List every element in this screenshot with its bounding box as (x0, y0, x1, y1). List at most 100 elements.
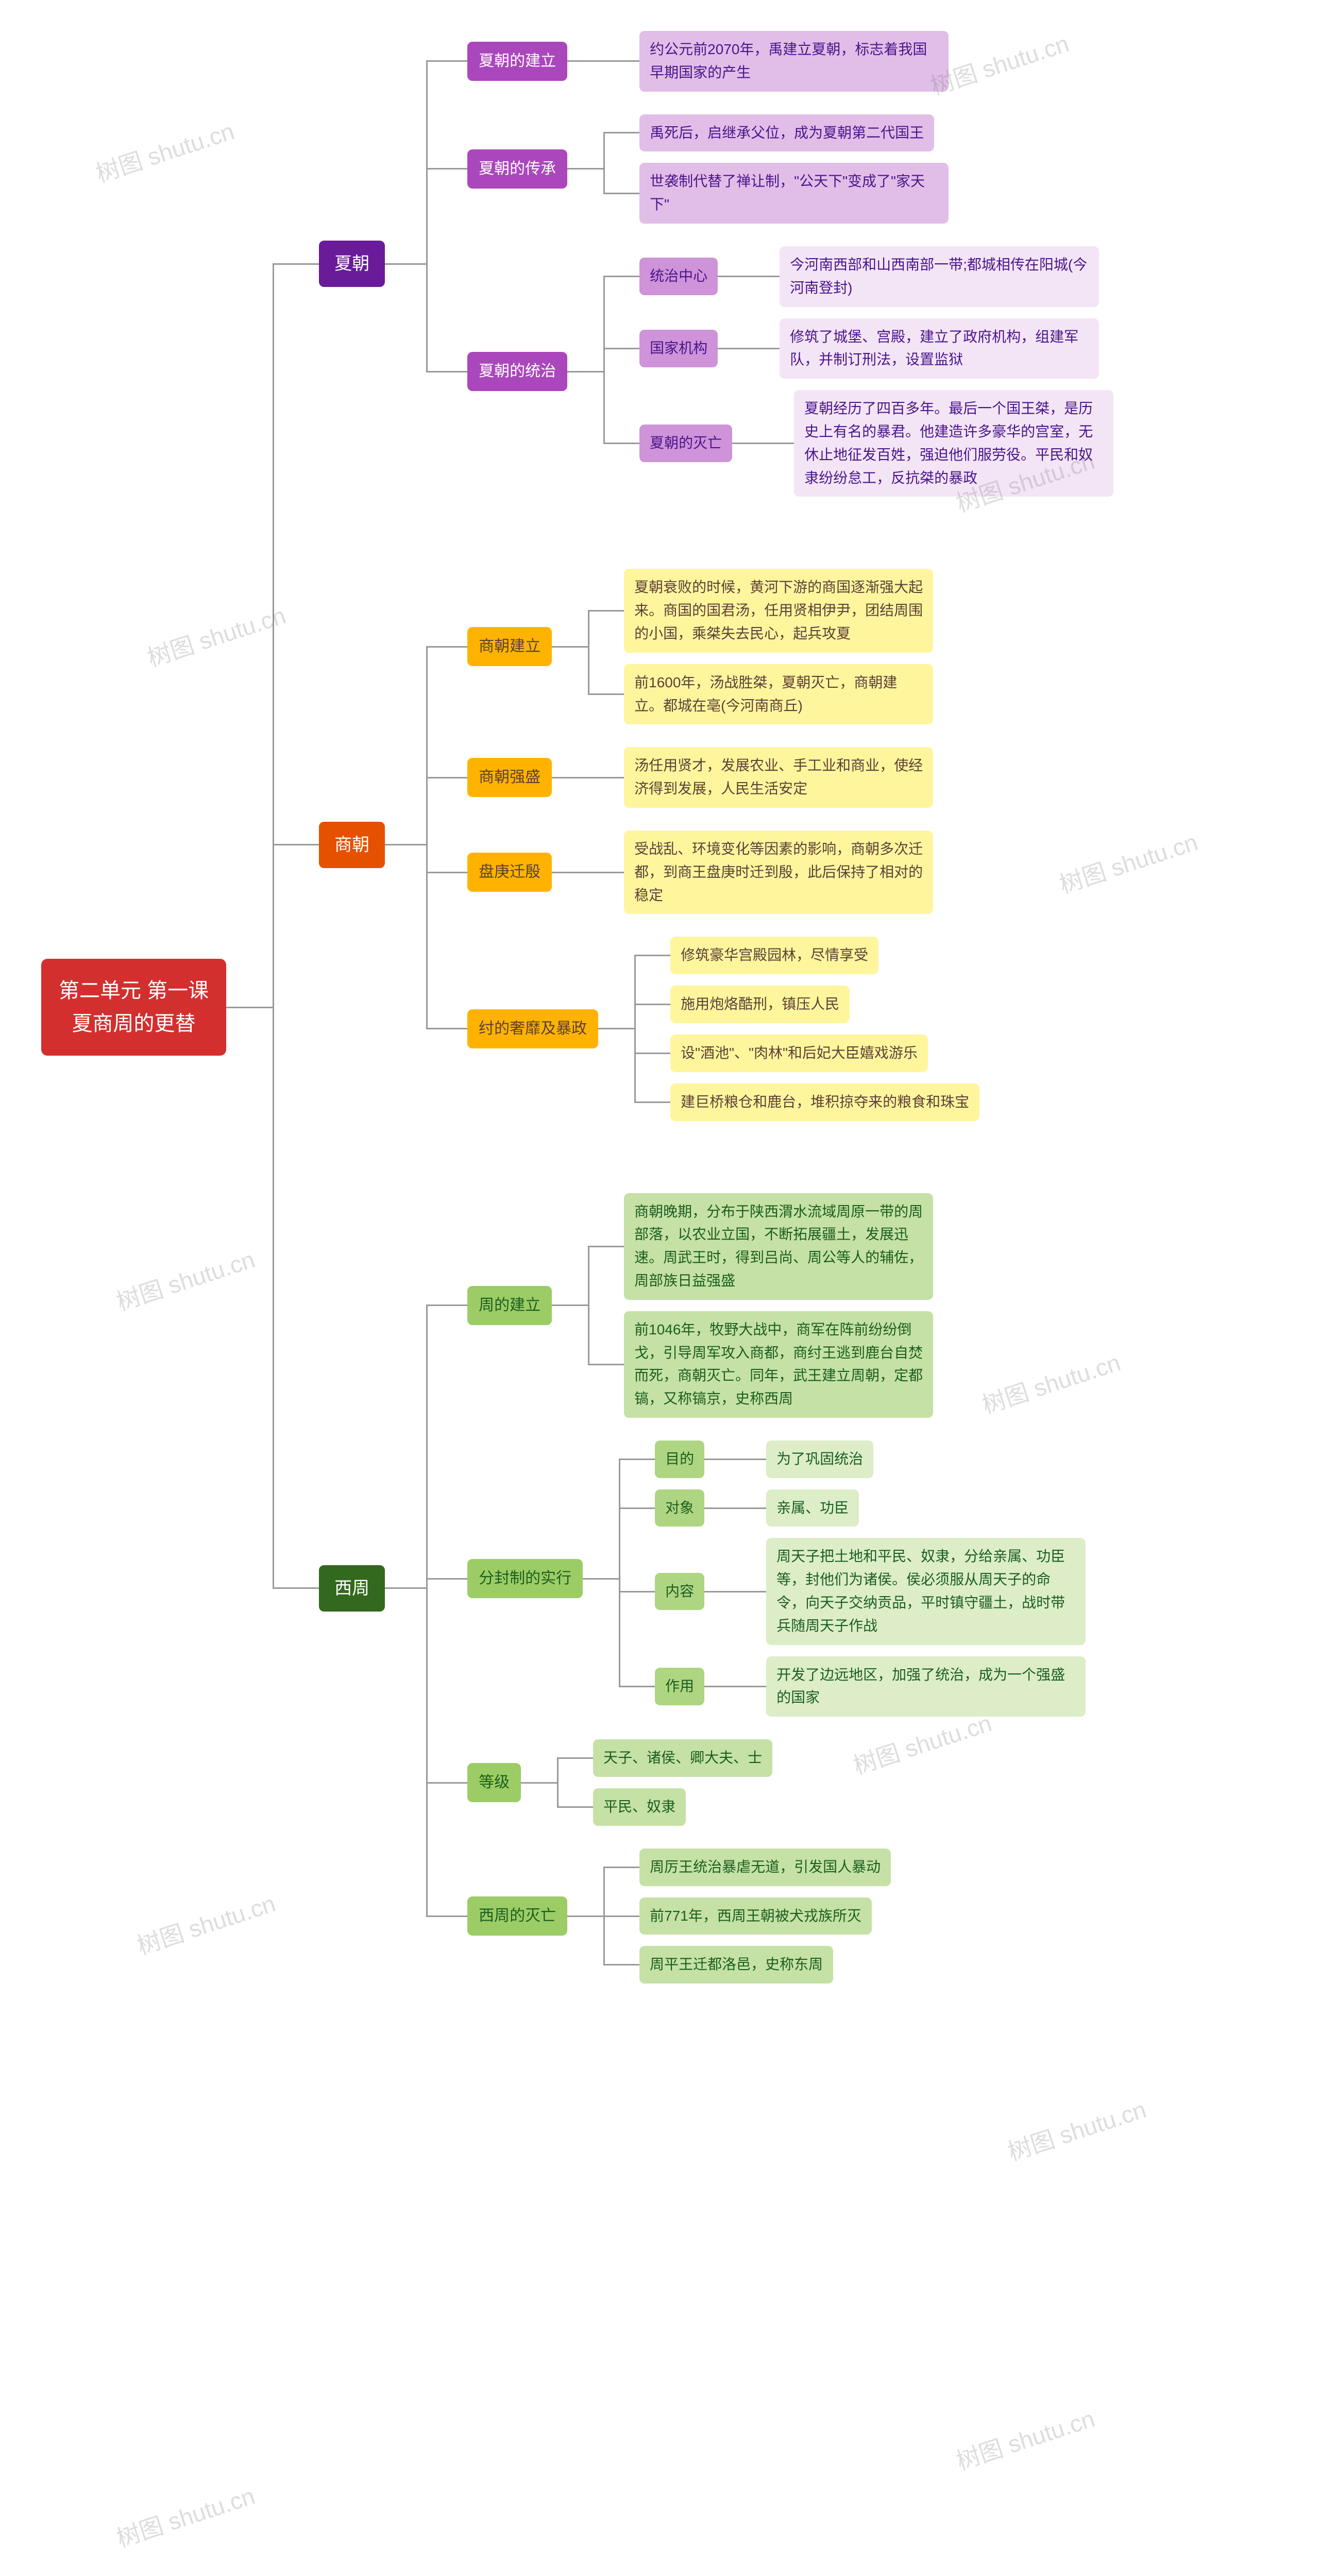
connector (603, 60, 639, 62)
children-wrap: 受战乱、环境变化等因素的影响，商朝多次迁都，到商王盘庚时迁到殷，此后保持了相对的… (588, 831, 933, 914)
connector (704, 1686, 735, 1687)
branch-row: 内容周天子把土地和平民、奴隶，分给亲属、功臣等，封他们为诸侯。侯必须服从周天子的… (655, 1538, 1086, 1645)
leaf-node: 天子、诸侯、卿大夫、士 (593, 1739, 772, 1777)
l2-node: 西周 (319, 1565, 385, 1612)
connector (426, 1304, 467, 1306)
connector (598, 1028, 634, 1029)
mindmap-root-container: 第二单元 第一课 夏商周的更替夏朝夏朝的建立约公元前2070年，禹建立夏朝，标志… (41, 31, 1257, 1984)
connector (603, 193, 639, 194)
branch-row: 夏朝的灭亡夏朝经历了四百多年。最后一个国王桀，是历史上有名的暴君。他建造许多豪华… (639, 390, 1113, 497)
child-row: 夏朝的统治统治中心今河南西部和山西南部一带;都城相传在阳城(今河南登封)国家机构… (426, 246, 1113, 497)
child-row: 西周的灭亡周厉王统治暴虐无道，引发国人暴动前771年，西周王朝被犬戎族所灭周平王… (426, 1849, 1086, 1984)
children: 周的建立商朝晚期，分布于陕西渭水流域周原一带的周部落，以农业立国，不断拓展疆土，… (426, 1193, 1086, 1984)
children-wrap: 汤任用贤才，发展农业、手工业和商业，使经济得到发展，人民生活安定 (588, 747, 933, 808)
child-row: 今河南西部和山西南部一带;都城相传在阳城(今河南登封) (749, 246, 1099, 307)
leaf-node: 开发了边远地区，加强了统治，成为一个强盛的国家 (766, 1656, 1086, 1717)
vline (588, 1246, 589, 1364)
child-row: 前1046年，牧野大战中，商军在阵前纷纷倒戈，引导周军攻入商都，商纣王逃到鹿台自… (588, 1311, 933, 1418)
children-wrap: 周天子把土地和平民、奴隶，分给亲属、功臣等，封他们为诸侯。侯必须服从周天子的命令… (735, 1538, 1086, 1645)
child-row: 周天子把土地和平民、奴隶，分给亲属、功臣等，封他们为诸侯。侯必须服从周天子的命令… (735, 1538, 1086, 1645)
leaf-node: 今河南西部和山西南部一带;都城相传在阳城(今河南登封) (780, 246, 1099, 307)
connector (521, 1782, 557, 1784)
connector (718, 348, 749, 349)
children: 亲属、功臣 (735, 1489, 859, 1527)
branch-row: 西周 周的建立商朝晚期，分布于陕西渭水流域周原一带的周部落，以农业立国，不断拓展疆… (319, 1193, 1086, 1984)
leaf-node: 禹死后，启继承父位，成为夏朝第二代国王 (639, 114, 934, 152)
connector (588, 1246, 624, 1247)
leaf-node: 修筑豪华宫殿园林，尽情享受 (670, 937, 878, 974)
leaf-node: 周平王迁都洛邑，史称东周 (639, 1946, 833, 1984)
connector (634, 1101, 670, 1103)
child-row: 开发了边远地区，加强了统治，成为一个强盛的国家 (735, 1656, 1086, 1717)
l2-node: 商朝 (319, 822, 385, 868)
connector (567, 1916, 603, 1917)
children-wrap: 修筑豪华宫殿园林，尽情享受施用炮烙酷刑，镇压人民设"酒池"、"肉林"和后妃大臣嬉… (634, 937, 979, 1121)
children-wrap: 统治中心 今河南西部和山西南部一带;都城相传在阳城(今河南登封) 国家机构修筑了城堡… (603, 246, 1113, 497)
child-row: 夏朝的传承禹死后，启继承父位，成为夏朝第二代国王世袭制代替了禅让制，"公天下"变… (426, 114, 1113, 224)
child-row: 天子、诸侯、卿大夫、士 (557, 1739, 772, 1777)
branch-row: 盘庚迁殷受战乱、环境变化等因素的影响，商朝多次迁都，到商王盘庚时迁到殷，此后保持… (467, 831, 933, 914)
connector (735, 1459, 766, 1460)
l4-node: 国家机构 (639, 330, 718, 367)
connector (634, 1053, 670, 1054)
child-row: 商朝晚期，分布于陕西渭水流域周原一带的周部落，以农业立国，不断拓展疆土，发展迅速… (588, 1193, 933, 1300)
children: 开发了边远地区，加强了统治，成为一个强盛的国家 (735, 1656, 1086, 1717)
vline (619, 1459, 620, 1686)
connector (426, 1028, 467, 1029)
connector (704, 1507, 735, 1509)
child-row: 对象亲属、功臣 (619, 1489, 1086, 1527)
children-wrap: 为了巩固统治 (735, 1440, 873, 1478)
leaf-node: 夏朝经历了四百多年。最后一个国王桀，是历史上有名的暴君。他建造许多豪华的宫室，无… (794, 390, 1113, 497)
children: 修筑了城堡、宫殿，建立了政府机构，组建军队，并制订刑法，设置监狱 (749, 318, 1099, 379)
connector (426, 777, 467, 778)
children: 周厉王统治暴虐无道，引发国人暴动前771年，西周王朝被犬戎族所灭周平王迁都洛邑，… (603, 1849, 891, 1984)
child-row: 前771年，西周王朝被犬戎族所灭 (603, 1897, 891, 1935)
leaf-node: 平民、奴隶 (593, 1788, 686, 1826)
connector (588, 693, 624, 695)
children-wrap: 周厉王统治暴虐无道，引发国人暴动前771年，西周王朝被犬戎族所灭周平王迁都洛邑，… (603, 1849, 891, 1984)
connector (732, 443, 763, 444)
branch-row: 商朝建立夏朝衰败的时候，黄河下游的商国逐渐强大起来。商国的国君汤，任用贤相伊尹，… (467, 569, 933, 724)
connector (735, 1507, 766, 1509)
connector (426, 1916, 467, 1917)
l4-node: 内容 (655, 1573, 704, 1611)
l2-node: 夏朝 (319, 241, 385, 287)
child-row: 施用炮烙酷刑，镇压人民 (634, 986, 979, 1023)
child-row: 统治中心 今河南西部和山西南部一带;都城相传在阳城(今河南登封) (603, 246, 1113, 307)
connector (567, 168, 603, 170)
leaf-node: 周厉王统治暴虐无道，引发国人暴动 (639, 1849, 891, 1886)
connector (749, 276, 780, 277)
vline (426, 647, 428, 1029)
child-row: 亲属、功臣 (735, 1489, 859, 1527)
child-row: 平民、奴隶 (557, 1788, 772, 1826)
child-row: 禹死后，启继承父位，成为夏朝第二代国王 (603, 114, 949, 152)
child-row: 夏朝的灭亡夏朝经历了四百多年。最后一个国王桀，是历史上有名的暴君。他建造许多豪华… (603, 390, 1113, 497)
branch-row: 纣的奢靡及暴政修筑豪华宫殿园林，尽情享受施用炮烙酷刑，镇压人民设"酒池"、"肉林… (467, 937, 979, 1121)
children-wrap: 约公元前2070年，禹建立夏朝，标志着我国早期国家的产生 (603, 31, 949, 92)
main-children: 夏朝夏朝的建立约公元前2070年，禹建立夏朝，标志着我国早期国家的产生夏朝的传承… (273, 31, 1113, 1984)
leaf-node: 商朝晚期，分布于陕西渭水流域周原一带的周部落，以农业立国，不断拓展疆土，发展迅速… (624, 1193, 933, 1300)
connector (385, 263, 426, 265)
section-row: 西周 周的建立商朝晚期，分布于陕西渭水流域周原一带的周部落，以农业立国，不断拓展疆… (273, 1193, 1113, 1984)
leaf-node: 前1046年，牧野大战中，商军在阵前纷纷倒戈，引导周军攻入商都，商纣王逃到鹿台自… (624, 1311, 933, 1418)
l4-node: 目的 (655, 1440, 704, 1478)
vline (603, 133, 605, 193)
children: 为了巩固统治 (735, 1440, 873, 1478)
children: 受战乱、环境变化等因素的影响，商朝多次迁都，到商王盘庚时迁到殷，此后保持了相对的… (588, 831, 933, 914)
connector (603, 348, 639, 349)
connector (603, 1964, 639, 1965)
children-wrap: 周的建立商朝晚期，分布于陕西渭水流域周原一带的周部落，以农业立国，不断拓展疆土，… (426, 1193, 1086, 1984)
connector (552, 872, 588, 873)
child-row: 周的建立商朝晚期，分布于陕西渭水流域周原一带的周部落，以农业立国，不断拓展疆土，… (426, 1193, 1086, 1418)
l3-node: 夏朝的传承 (467, 149, 567, 189)
children: 今河南西部和山西南部一带;都城相传在阳城(今河南登封) (749, 246, 1099, 307)
root-row: 第二单元 第一课 夏商周的更替夏朝夏朝的建立约公元前2070年，禹建立夏朝，标志… (41, 31, 1113, 1984)
l4-node: 统治中心 (639, 258, 718, 295)
children: 汤任用贤才，发展农业、手工业和商业，使经济得到发展，人民生活安定 (588, 747, 933, 808)
l3-node: 夏朝的建立 (467, 42, 567, 81)
children-wrap: 夏朝经历了四百多年。最后一个国王桀，是历史上有名的暴君。他建造许多豪华的宫室，无… (763, 390, 1113, 497)
children: 夏朝的建立约公元前2070年，禹建立夏朝，标志着我国早期国家的产生夏朝的传承 禹死… (426, 31, 1113, 497)
child-row: 周厉王统治暴虐无道，引发国人暴动 (603, 1849, 891, 1886)
connector (273, 263, 319, 265)
children-wrap: 天子、诸侯、卿大夫、士平民、奴隶 (557, 1739, 772, 1826)
